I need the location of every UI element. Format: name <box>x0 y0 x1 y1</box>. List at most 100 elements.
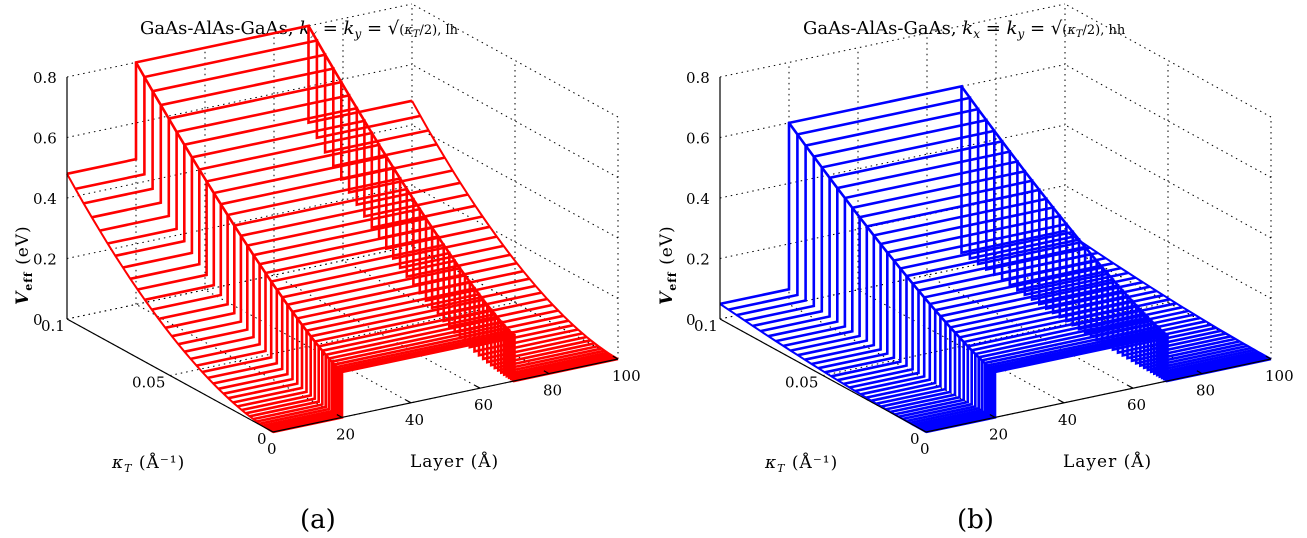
edge-line <box>411 100 619 360</box>
svg-text:Veff (eV): Veff (eV) <box>657 225 679 305</box>
x-tick-mark <box>543 370 550 375</box>
x-tick-label: 60 <box>474 396 493 414</box>
profile-line <box>259 320 606 425</box>
grid-line <box>719 124 1066 199</box>
profile-line <box>797 188 1144 357</box>
z-tick-label: 0.8 <box>33 69 57 87</box>
x-tick-mark <box>1196 370 1203 375</box>
profile-line <box>262 323 608 427</box>
grid-line <box>411 185 619 299</box>
grid-line <box>411 245 619 360</box>
panel-lh: GaAs-AlAs-GaAs, kx = ky = √(κT/2), lh Ve… <box>13 3 641 535</box>
profile-line <box>207 251 554 380</box>
profile-line <box>122 119 469 269</box>
y-tick-label: 0 <box>910 430 920 448</box>
grid-line <box>822 302 1169 376</box>
grid-line <box>411 64 619 178</box>
panel-hh: GaAs-AlAs-GaAs, kx = ky = √(κT/2), hh Ve… <box>657 3 1294 535</box>
profile-line <box>269 330 615 432</box>
grid-line <box>411 3 619 118</box>
panel-caption: (a) <box>300 505 336 535</box>
x-tick-label: 20 <box>336 425 355 443</box>
y-tick-label: 0.05 <box>132 374 165 392</box>
grid-line <box>719 245 1066 320</box>
grid-line <box>857 289 1065 404</box>
grid-line <box>1064 3 1272 118</box>
y-tick-label: 0.1 <box>694 317 718 335</box>
z-tick-label: 0.4 <box>33 190 57 208</box>
profile-line <box>158 176 504 321</box>
y-tick-label: 0.05 <box>785 374 818 392</box>
axis-line <box>719 318 927 433</box>
grid-line <box>788 303 996 418</box>
edge-line <box>66 173 274 433</box>
profile-line <box>66 24 413 176</box>
x-tick-mark <box>1058 399 1065 404</box>
profile-line <box>768 149 1114 338</box>
x-tick-label: 0 <box>267 440 277 458</box>
x-tick-label: 0 <box>920 440 930 458</box>
z-tick-label: 0 <box>33 311 43 329</box>
ridge-line <box>134 61 343 374</box>
grid-line <box>1064 185 1272 299</box>
x-tick-mark <box>1127 384 1134 389</box>
z-tick-label: 0 <box>686 311 696 329</box>
x-tick-label: 80 <box>1196 382 1215 400</box>
profile-line <box>115 106 461 258</box>
z-tick-label: 0.2 <box>686 251 710 269</box>
profile-line <box>237 292 583 408</box>
y-tick-label: 0 <box>257 430 267 448</box>
axis-line <box>272 358 619 433</box>
x-tick-label: 80 <box>543 382 562 400</box>
profile-line <box>804 197 1151 361</box>
profile-line <box>265 326 611 429</box>
profile-line <box>107 93 453 245</box>
x-tick-label: 100 <box>1265 367 1294 385</box>
x-tick-label: 100 <box>612 367 641 385</box>
x-tick-label: 60 <box>1127 396 1146 414</box>
grid-line <box>169 302 516 376</box>
z-tick-label: 0.2 <box>33 251 57 269</box>
z-tick-label: 0.6 <box>686 130 710 148</box>
x-tick-mark <box>1265 355 1272 360</box>
svg-text:Veff (eV): Veff (eV) <box>13 225 35 305</box>
grid-line <box>1064 124 1272 239</box>
profile-line <box>744 118 1091 322</box>
x-tick-label: 20 <box>989 425 1008 443</box>
profile-line <box>890 299 1236 414</box>
x-tick-mark <box>474 384 481 389</box>
x-tick-mark <box>920 428 927 433</box>
grid-line <box>66 64 413 138</box>
chart-title: GaAs-AlAs-GaAs, kx = ky = √(κT/2), lh <box>140 18 459 41</box>
grid-line <box>926 274 1134 389</box>
x-tick-label: 40 <box>405 411 424 429</box>
profile-line <box>912 322 1259 426</box>
x-tick-mark <box>267 428 274 433</box>
grid-line <box>411 124 619 239</box>
grid-line <box>66 245 413 320</box>
profile-line <box>871 278 1217 402</box>
grid-line <box>273 274 481 389</box>
profile-line <box>75 38 421 191</box>
profile-line <box>775 159 1122 343</box>
profile-line <box>920 329 1266 431</box>
ridge-line <box>960 85 1169 337</box>
y-axis-label: κT (Å⁻¹) <box>764 452 838 475</box>
ridge-line <box>787 122 996 374</box>
z-axis-label: Veff (eV) <box>657 225 679 305</box>
x-tick-mark <box>989 414 996 418</box>
profile-line <box>790 179 1136 352</box>
grid-line <box>135 303 343 418</box>
profile-line <box>165 187 511 330</box>
x-axis-label: Layer (Å) <box>410 451 499 472</box>
grid-line <box>204 289 412 404</box>
axis-line <box>925 358 1272 433</box>
edge-line <box>1064 230 1272 360</box>
ridge-line <box>307 25 516 337</box>
x-axis-label: Layer (Å) <box>1063 451 1152 472</box>
z-axis-label: Veff (eV) <box>13 225 35 305</box>
y-axis-label: κT (Å⁻¹) <box>111 452 185 475</box>
grid-line <box>1064 64 1272 178</box>
grid-line <box>719 3 1066 78</box>
